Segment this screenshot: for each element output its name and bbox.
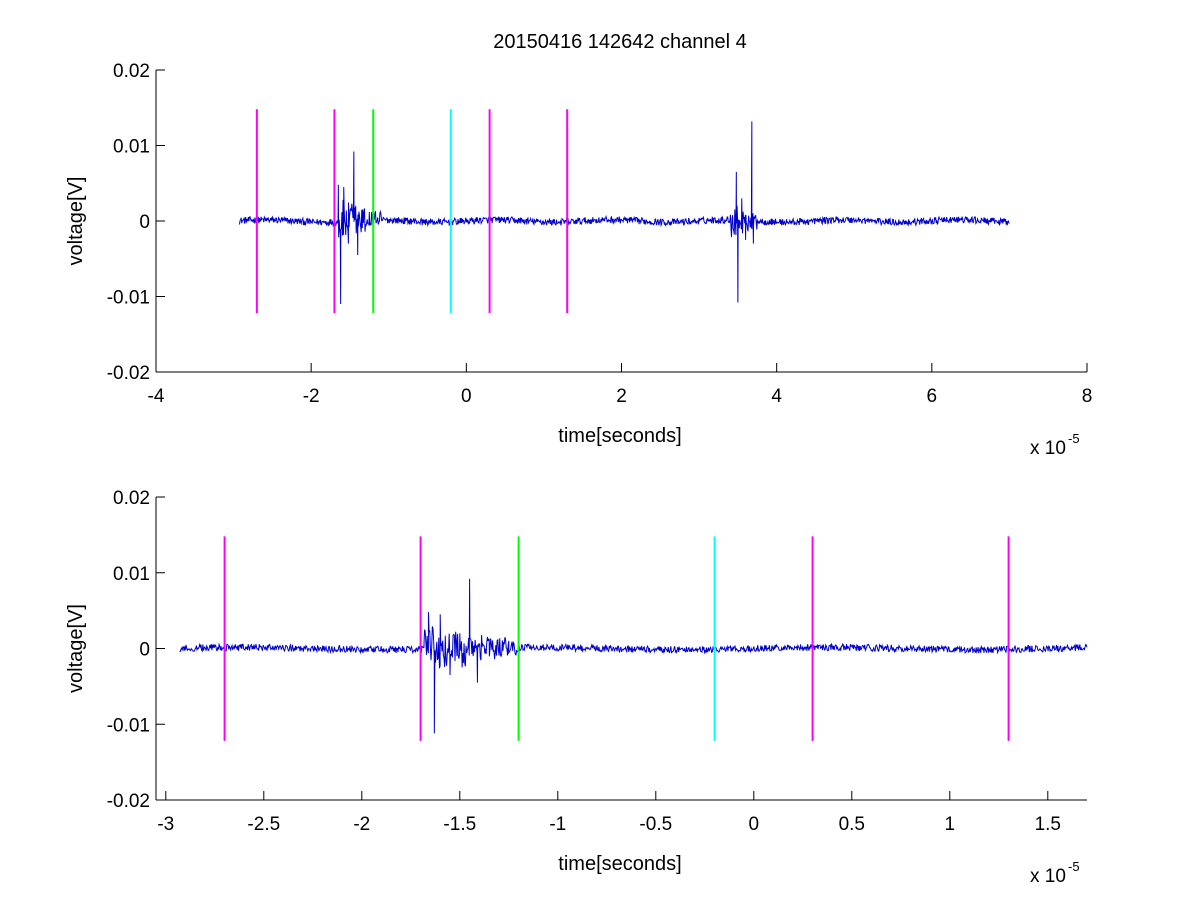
y-tick-label: 0.01: [113, 564, 150, 585]
x-exponent-superscript: -5: [1068, 431, 1080, 446]
signal-trace: [239, 121, 1010, 305]
x-tick-label: 0: [461, 386, 472, 407]
y-tick-label: -0.01: [107, 715, 150, 736]
x-exponent-label: x 10: [1030, 866, 1066, 887]
x-exponent-label: x 10: [1030, 438, 1066, 459]
x-exponent-superscript: -5: [1068, 859, 1080, 874]
x-tick-label: -3: [157, 814, 174, 835]
y-axis-label: voltage[V]: [65, 604, 87, 693]
y-axis-label: voltage[V]: [65, 177, 87, 266]
x-tick-label: 4: [771, 386, 782, 407]
y-tick-label: -0.02: [107, 363, 150, 384]
x-tick-label: -4: [148, 386, 165, 407]
signal-trace: [179, 578, 1088, 734]
x-axis-label: time[seconds]: [558, 425, 681, 447]
x-tick-label: 6: [927, 386, 938, 407]
x-tick-label: -2: [303, 386, 320, 407]
y-tick-label: 0: [139, 640, 150, 661]
x-tick-label: -2: [353, 814, 370, 835]
x-tick-label: -1: [549, 814, 566, 835]
y-tick-label: 0.01: [113, 137, 150, 158]
x-tick-label: 0.5: [839, 814, 865, 835]
x-tick-label: -2.5: [247, 814, 280, 835]
y-tick-label: -0.01: [107, 288, 150, 309]
x-tick-label: 0: [749, 814, 760, 835]
x-tick-label: 1: [945, 814, 956, 835]
x-tick-label: 1.5: [1035, 814, 1061, 835]
x-tick-label: 2: [616, 386, 627, 407]
x-axis-label: time[seconds]: [558, 853, 681, 875]
top-panel: 0.02 0.01 0 -0.01 -0.02-4 -2 0 2 4 6 8 time[seconds…: [65, 61, 1092, 459]
x-tick-label: -1.5: [443, 814, 476, 835]
bottom-panel: 0.02 0.01 0 -0.01 -0.02 -3 -2.5 -2 -1.5 -1 -0.5 0 0.…: [65, 488, 1088, 887]
y-tick-label: 0.02: [113, 488, 150, 509]
chart-title: 20150416 142642 channel 4: [493, 31, 747, 53]
y-tick-label: 0: [139, 212, 150, 233]
x-tick-label: -0.5: [639, 814, 672, 835]
y-tick-label: 0.02: [113, 61, 150, 82]
y-tick-label: -0.02: [107, 791, 150, 812]
x-tick-label: 8: [1082, 386, 1093, 407]
